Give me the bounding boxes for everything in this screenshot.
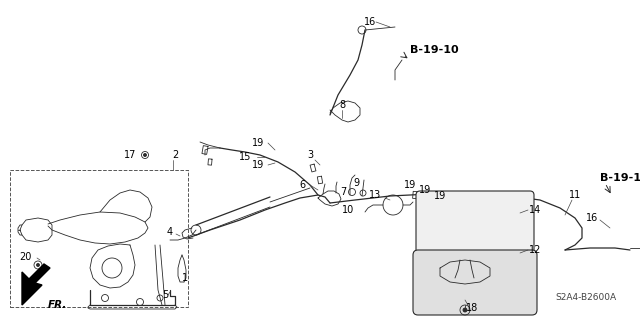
- Text: B-19-10: B-19-10: [410, 45, 459, 55]
- Text: 19: 19: [252, 160, 264, 170]
- Text: 8: 8: [339, 100, 345, 110]
- Text: 4: 4: [167, 227, 173, 237]
- Circle shape: [143, 153, 147, 157]
- Polygon shape: [22, 264, 50, 305]
- FancyBboxPatch shape: [416, 191, 534, 254]
- Circle shape: [36, 263, 40, 266]
- Text: 10: 10: [342, 205, 354, 215]
- Text: S2A4-B2600A: S2A4-B2600A: [555, 293, 616, 302]
- Text: 20: 20: [19, 252, 31, 262]
- Text: 5: 5: [162, 290, 168, 300]
- Text: 16: 16: [364, 17, 376, 27]
- Text: 2: 2: [172, 150, 178, 160]
- Text: 1: 1: [182, 273, 188, 283]
- Text: 17: 17: [124, 150, 136, 160]
- Text: 18: 18: [466, 303, 478, 313]
- Text: 13: 13: [369, 190, 381, 200]
- Text: 15: 15: [239, 152, 251, 162]
- Text: 19: 19: [252, 138, 264, 148]
- Text: 14: 14: [529, 205, 541, 215]
- Text: 6: 6: [299, 180, 305, 190]
- FancyBboxPatch shape: [413, 250, 537, 315]
- Text: 12: 12: [529, 245, 541, 255]
- Text: 16: 16: [586, 213, 598, 223]
- Text: 7: 7: [340, 187, 346, 197]
- Text: 19: 19: [419, 185, 431, 195]
- Bar: [10, 170, 188, 307]
- Text: 19: 19: [434, 191, 446, 201]
- Text: 9: 9: [353, 178, 359, 188]
- Text: 3: 3: [307, 150, 313, 160]
- Text: B-19-10: B-19-10: [600, 173, 640, 183]
- Text: FR.: FR.: [48, 300, 67, 310]
- Circle shape: [463, 308, 467, 312]
- Text: 19: 19: [404, 180, 416, 190]
- Text: 11: 11: [569, 190, 581, 200]
